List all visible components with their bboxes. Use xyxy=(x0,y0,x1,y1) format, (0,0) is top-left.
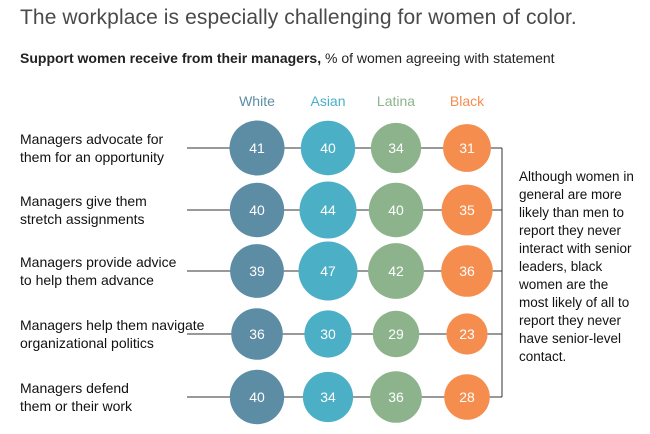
row-label-4: Managers help them navigate organizationa… xyxy=(20,316,220,352)
bubble-black-row-1 xyxy=(443,124,491,172)
row-label-1: Managers advocate for them for an opportu… xyxy=(20,130,220,166)
row-label-line: them for an opportunity xyxy=(20,149,164,165)
annotation-text: Although women in general are more likel… xyxy=(519,169,634,364)
bubble-latina-row-5 xyxy=(370,371,422,423)
bubble-label-asian-row-2: 44 xyxy=(320,202,336,218)
bubble-latina-row-1 xyxy=(370,122,422,174)
column-header-asian: Asian xyxy=(310,93,345,109)
bubble-white-row-2 xyxy=(229,182,285,238)
row-label-5: Managers defend them or their work xyxy=(20,379,220,415)
row-label-line: to help them advance xyxy=(20,272,154,288)
bubble-label-black-row-1: 31 xyxy=(459,140,475,156)
column-header-white: White xyxy=(239,93,275,109)
bubble-label-latina-row-5: 36 xyxy=(388,389,404,405)
row-label-line: Managers advocate for xyxy=(20,131,164,147)
column-header-latina: Latina xyxy=(377,93,415,109)
row-label-line: them or their work xyxy=(20,398,133,414)
row-label-3: Managers provide advice to help them adva… xyxy=(20,253,220,289)
chart-subtitle: Support women receive from their manager… xyxy=(20,50,555,66)
row-label-line: Managers help them navigate xyxy=(20,317,205,333)
bubble-latina-row-2 xyxy=(368,182,424,238)
row-label-line: Managers give them xyxy=(20,193,147,209)
bubble-label-latina-row-2: 40 xyxy=(388,202,404,218)
bubble-black-row-3 xyxy=(441,245,493,297)
bubble-asian-row-1 xyxy=(300,120,356,176)
bubble-label-white-row-5: 40 xyxy=(249,389,265,405)
bubble-asian-row-4 xyxy=(304,310,352,358)
bubble-label-white-row-4: 36 xyxy=(249,326,265,342)
row-label-line: stretch assignments xyxy=(20,211,145,227)
page-title: The workplace is especially challenging … xyxy=(20,6,577,29)
bubble-black-row-2 xyxy=(441,184,493,236)
bubble-label-black-row-5: 28 xyxy=(459,389,475,405)
bubble-label-latina-row-1: 34 xyxy=(388,140,404,156)
row-label-line: Managers defend xyxy=(20,380,129,396)
bubble-latina-row-3 xyxy=(368,243,424,299)
row-label-line: organizational politics xyxy=(20,335,154,351)
bubble-white-row-4 xyxy=(231,308,283,360)
bubble-asian-row-2 xyxy=(299,181,357,239)
bubble-label-asian-row-1: 40 xyxy=(320,140,336,156)
bubble-label-white-row-1: 41 xyxy=(249,140,265,156)
bubble-latina-row-4 xyxy=(372,310,420,358)
bubble-black-row-5 xyxy=(444,374,490,420)
row-label-line: Managers provide advice xyxy=(20,254,177,270)
subtitle-rest: % of women agreeing with statement xyxy=(321,50,555,66)
bubble-white-row-1 xyxy=(229,120,285,176)
bubble-label-black-row-4: 23 xyxy=(459,326,475,342)
bubble-label-black-row-2: 35 xyxy=(459,202,475,218)
bubble-label-black-row-3: 36 xyxy=(459,263,475,279)
bubble-black-row-4 xyxy=(446,313,488,355)
subtitle-bold: Support women receive from their manager… xyxy=(20,50,322,66)
bubble-label-white-row-3: 39 xyxy=(249,263,265,279)
bubble-white-row-5 xyxy=(229,369,285,425)
bubble-label-asian-row-5: 34 xyxy=(320,389,336,405)
column-header-black: Black xyxy=(450,93,485,109)
bubble-asian-row-3 xyxy=(298,241,358,301)
bubble-label-asian-row-4: 30 xyxy=(320,326,336,342)
bubble-label-asian-row-3: 47 xyxy=(320,263,336,279)
row-label-2: Managers give them stretch assignments xyxy=(20,192,220,228)
bubble-white-row-3 xyxy=(230,244,284,298)
bubble-label-latina-row-3: 42 xyxy=(388,263,404,279)
bubble-label-white-row-2: 40 xyxy=(249,202,265,218)
bubble-asian-row-5 xyxy=(302,371,354,423)
bubble-label-latina-row-4: 29 xyxy=(388,326,404,342)
